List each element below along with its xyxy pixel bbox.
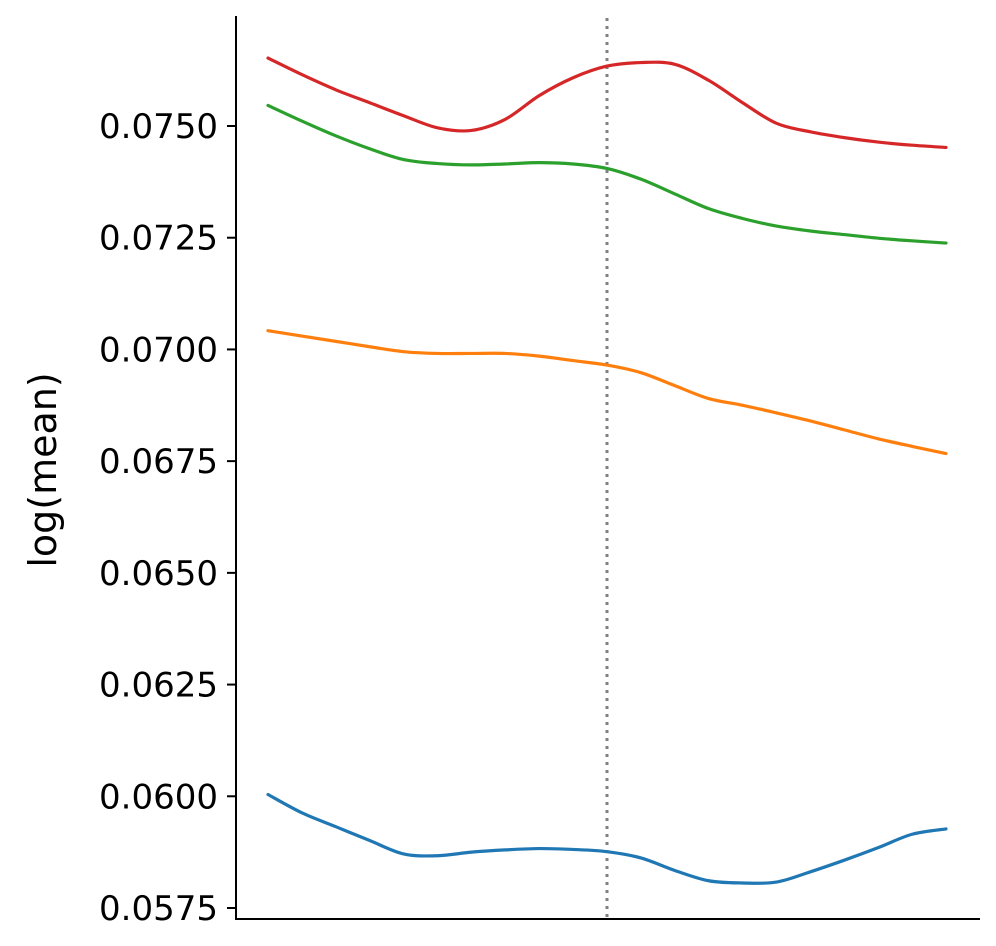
series-line-3 [266,329,948,456]
series-line-2 [266,103,948,245]
y-tick-label: 0.0750 [99,107,218,147]
y-ticks: 0.0575 0.0600 0.0625 0.0650 0.0675 0.0700 0.07… [99,107,236,929]
y-tick-label: 0.0700 [99,330,218,370]
y-tick-label: 0.0650 [99,554,218,594]
y-tick-label: 0.0675 [99,442,218,482]
y-tick-label: 0.0625 [99,666,218,706]
y-tick-label: 0.0575 [99,889,218,929]
series-line-4 [266,792,948,885]
series-line-1 [266,56,948,150]
marks-layer [266,18,948,918]
y-tick-label: 0.0725 [99,219,218,259]
y-tick-label: 0.0600 [99,777,218,817]
y-axis-title: log(mean) [21,372,65,567]
